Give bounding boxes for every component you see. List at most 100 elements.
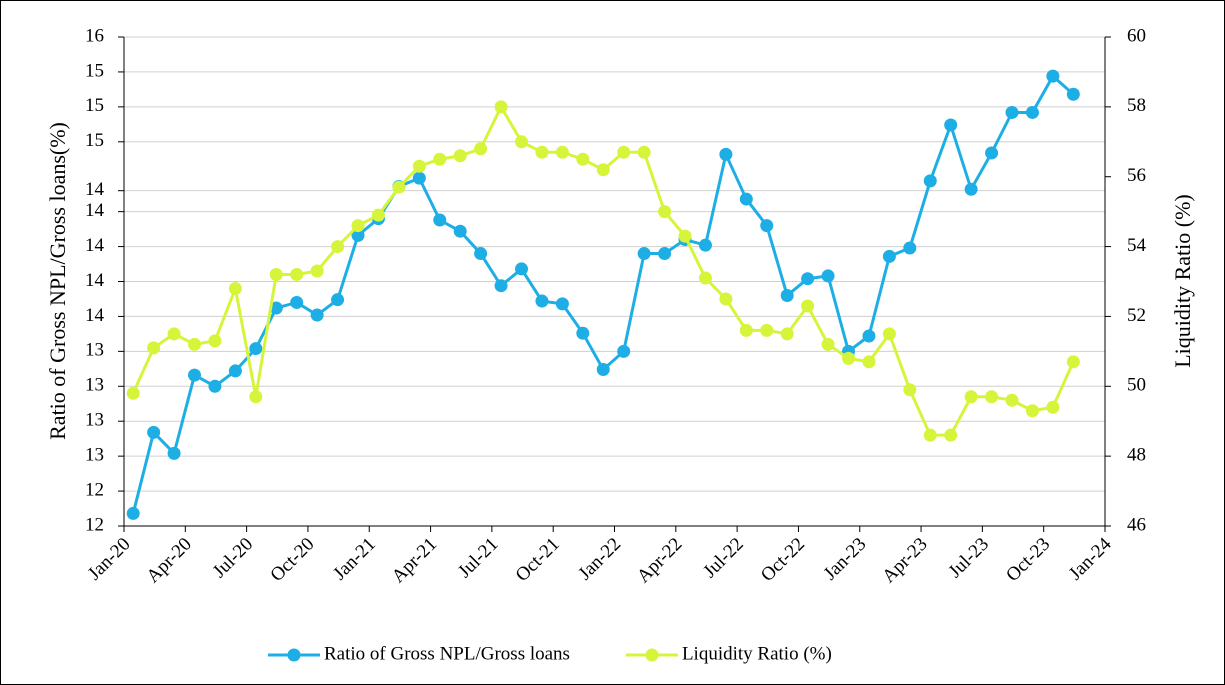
series-marker (433, 213, 447, 227)
series-marker (576, 152, 590, 166)
series-marker (310, 308, 324, 322)
series-marker (719, 147, 733, 161)
y2-tick-label: 56 (1127, 165, 1146, 186)
series-marker (964, 390, 978, 404)
series-marker (903, 241, 917, 255)
series-marker (555, 145, 569, 159)
series-marker (780, 327, 794, 341)
y-tick-label: 13 (85, 410, 104, 431)
series-marker (985, 390, 999, 404)
y-tick-label: 15 (85, 95, 104, 116)
series-marker (739, 192, 753, 206)
series-marker (331, 240, 345, 254)
series-marker (290, 295, 304, 309)
series-marker (637, 247, 651, 261)
series-marker (1025, 105, 1039, 119)
y-tick-label: 14 (85, 270, 105, 291)
y-tick-label: 12 (85, 479, 104, 500)
series-marker (412, 171, 426, 185)
y-tick-label: 14 (85, 200, 105, 221)
series-marker (126, 386, 140, 400)
series-marker (269, 268, 283, 282)
series-marker (637, 145, 651, 159)
series-marker (964, 182, 978, 196)
legend-label: Ratio of Gross NPL/Gross loans (324, 643, 570, 664)
series-marker (188, 337, 202, 351)
series-marker (147, 341, 161, 355)
series-marker (1066, 355, 1080, 369)
series-marker (249, 342, 263, 356)
series-marker (351, 219, 365, 233)
series-marker (494, 279, 508, 293)
y2-axis-title: Liquidity Ratio (%) (1170, 194, 1195, 368)
series-marker (596, 363, 610, 377)
series-marker (780, 288, 794, 302)
series-marker (1005, 393, 1019, 407)
series-marker (678, 229, 692, 243)
series-marker (433, 152, 447, 166)
series-marker (801, 272, 815, 286)
series-marker (882, 249, 896, 263)
series-marker (760, 323, 774, 337)
series-marker (453, 224, 467, 238)
series-marker (617, 344, 631, 358)
series-marker (760, 219, 774, 233)
series-marker (617, 145, 631, 159)
series-marker (331, 293, 345, 307)
y-axis-title: Ratio of Gross NPL/Gross loans(%) (45, 122, 70, 440)
series-marker (1046, 400, 1060, 414)
y-tick-label: 16 (85, 25, 104, 46)
series-marker (903, 383, 917, 397)
series-marker (862, 355, 876, 369)
series-marker (515, 262, 529, 276)
series-marker (147, 425, 161, 439)
y-tick-label: 12 (85, 514, 104, 535)
series-marker (1005, 105, 1019, 119)
y2-tick-label: 46 (1127, 514, 1146, 535)
series-marker (944, 428, 958, 442)
series-marker (208, 334, 222, 348)
series-marker (985, 146, 999, 160)
series-marker (249, 390, 263, 404)
y-tick-label: 14 (85, 235, 105, 256)
y2-tick-label: 50 (1127, 375, 1146, 396)
y-tick-label: 14 (85, 179, 105, 200)
series-marker (351, 228, 365, 242)
y-tick-label: 13 (85, 375, 104, 396)
series-marker (290, 268, 304, 282)
series-marker (167, 446, 181, 460)
series-marker (208, 379, 222, 393)
series-marker (228, 364, 242, 378)
series-marker (412, 159, 426, 173)
series-marker (821, 337, 835, 351)
series-marker (392, 180, 406, 194)
series-marker (596, 163, 610, 177)
y-tick-label: 13 (85, 445, 104, 466)
series-marker (228, 281, 242, 295)
series-marker (555, 297, 569, 311)
y2-tick-label: 48 (1127, 445, 1146, 466)
series-marker (474, 142, 488, 156)
series-marker (576, 326, 590, 340)
series-marker (923, 174, 937, 188)
series-marker (658, 205, 672, 219)
series-marker (453, 149, 467, 163)
series-marker (1046, 69, 1060, 83)
series-marker (269, 301, 283, 315)
series-marker (719, 292, 733, 306)
y-tick-label: 15 (85, 130, 104, 151)
series-marker (698, 271, 712, 285)
series-marker (821, 269, 835, 283)
y2-tick-label: 52 (1127, 305, 1146, 326)
series-marker (658, 247, 672, 261)
series-marker (535, 145, 549, 159)
series-marker (515, 135, 529, 149)
series-marker (1066, 87, 1080, 101)
series-marker (801, 299, 815, 313)
series-marker (923, 428, 937, 442)
series-marker (535, 294, 549, 308)
series-marker (862, 329, 876, 343)
series-marker (126, 506, 140, 520)
